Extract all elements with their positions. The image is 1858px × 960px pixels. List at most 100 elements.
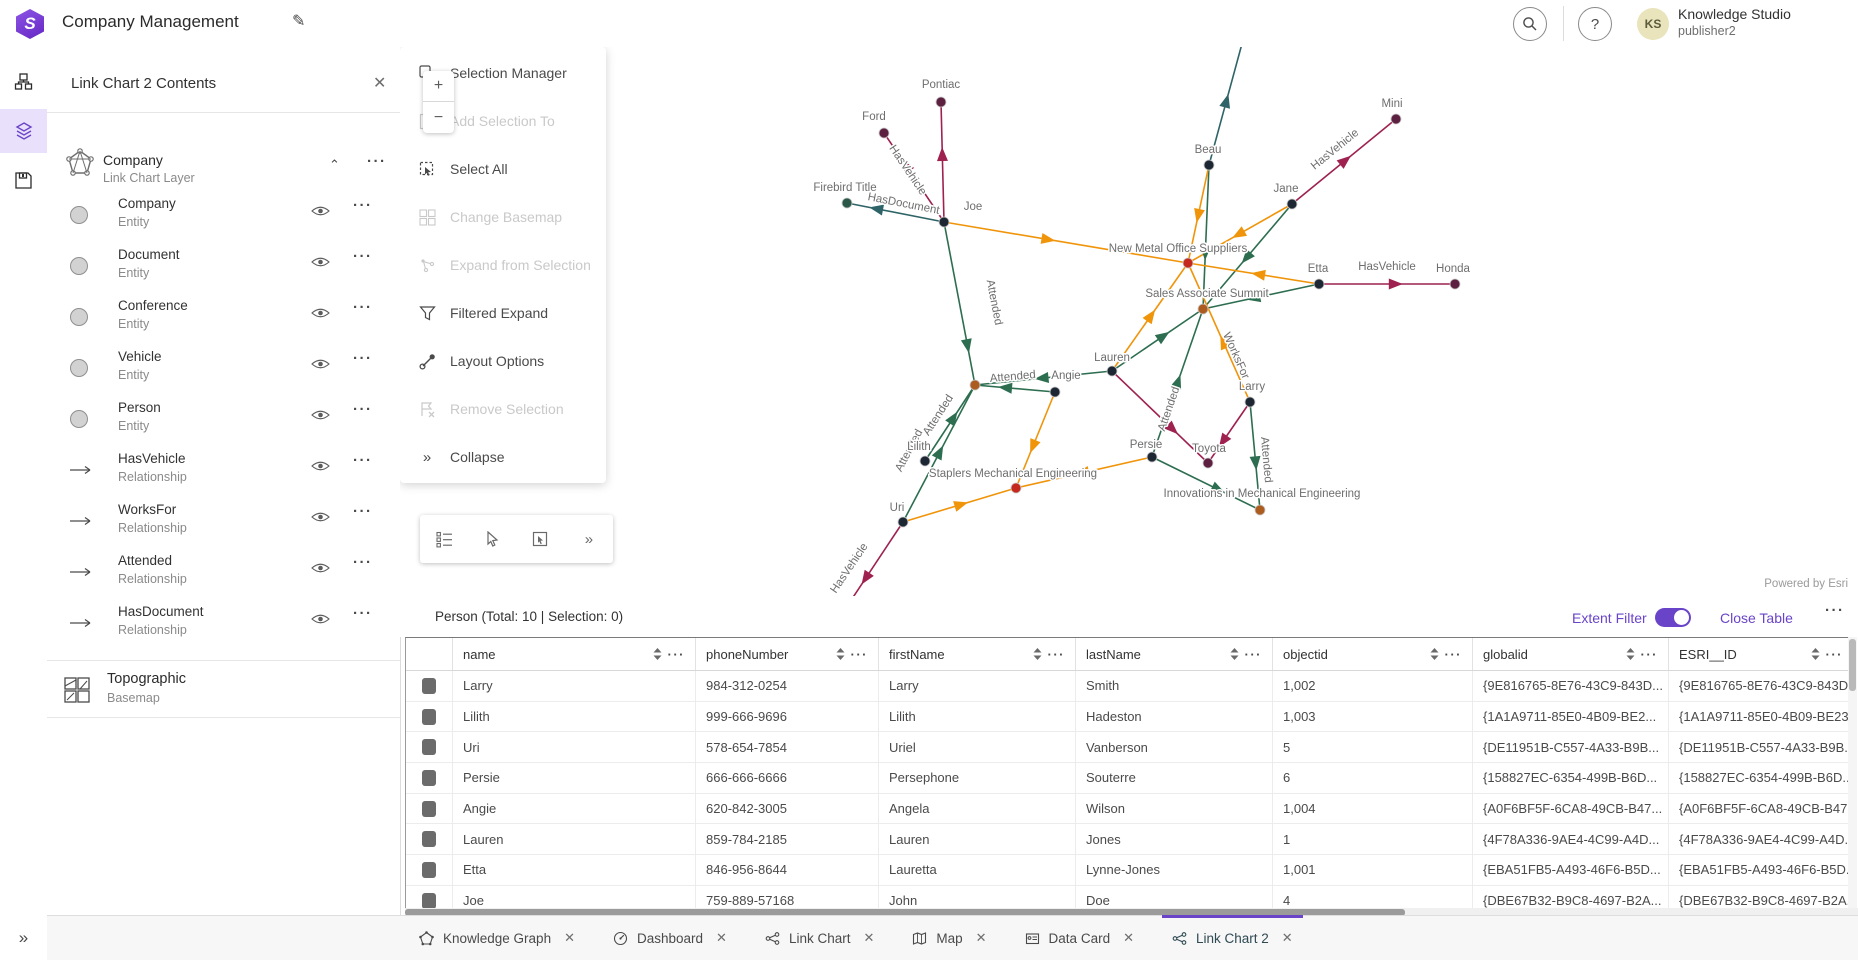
item-options-icon[interactable]: ··· (353, 350, 373, 367)
close-tab-icon[interactable]: ✕ (863, 930, 875, 945)
close-tab-icon[interactable]: ✕ (564, 930, 575, 945)
table-row[interactable]: Lilith 999-666-9696 Lilith Hadeston 1,003 {1A… (406, 701, 1854, 733)
sort-icon[interactable] (1430, 648, 1439, 660)
close-panel-icon[interactable]: ✕ (373, 75, 387, 92)
sort-icon[interactable] (1033, 648, 1042, 660)
tab-knowledge-graph[interactable]: Knowledge Graph ✕ (415, 916, 579, 960)
visibility-eye-icon[interactable] (311, 205, 330, 217)
sidebar-item-hasdocument[interactable]: HasDocument Relationship ··· (47, 596, 400, 647)
column-options-icon[interactable]: ··· (1047, 646, 1065, 662)
visibility-eye-icon[interactable] (311, 511, 330, 523)
column-header-globalid[interactable]: globalid ··· (1473, 638, 1669, 670)
collapse-layer-icon[interactable]: ⌃ (329, 157, 340, 172)
visibility-eye-icon[interactable] (311, 358, 330, 370)
link-chart-canvas[interactable]: HasVehicle HasVehicle HasVehicle HasVehicle… (400, 47, 1858, 596)
table-horizontal-scrollbar[interactable] (405, 908, 1858, 917)
row-checkbox[interactable] (422, 769, 436, 786)
tab-dashboard[interactable]: Dashboard ✕ (609, 916, 731, 960)
column-header-name[interactable]: name ··· (453, 638, 696, 670)
row-checkbox[interactable] (422, 892, 436, 909)
zoom-in-button[interactable]: + (423, 71, 454, 102)
tab-data-card[interactable]: Data Card ✕ (1021, 916, 1138, 960)
table-row[interactable]: Uri 578-654-7854 Uriel Vanberson 5 {DE11951B-… (406, 732, 1854, 764)
item-options-icon[interactable]: ··· (353, 299, 373, 316)
menu-item-layout-options[interactable]: Layout Options (400, 337, 606, 385)
close-tab-icon[interactable]: ✕ (1123, 930, 1134, 945)
sidebar-item-conference[interactable]: Conference Entity ··· (47, 290, 400, 341)
table-vertical-scrollbar[interactable] (1848, 637, 1857, 908)
row-checkbox[interactable] (422, 739, 436, 756)
visibility-eye-icon[interactable] (311, 409, 330, 421)
column-options-icon[interactable]: ··· (1825, 646, 1843, 662)
layer-options-icon[interactable]: ··· (367, 153, 387, 170)
item-options-icon[interactable]: ··· (353, 605, 373, 622)
table-row[interactable]: Etta 846-956-8644 Lauretta Lynne-Jones 1,001… (406, 855, 1854, 886)
sort-icon[interactable] (1811, 648, 1820, 660)
tab-link-chart-2[interactable]: Link Chart 2 ✕ (1168, 916, 1297, 960)
menu-item-collapse[interactable]: » Collapse (400, 433, 606, 481)
select-tool-button[interactable] (526, 524, 556, 554)
legend-button[interactable] (429, 524, 459, 554)
menu-item-select-all[interactable]: Select All (400, 145, 606, 193)
item-options-icon[interactable]: ··· (353, 452, 373, 469)
item-options-icon[interactable]: ··· (353, 248, 373, 265)
tab-map[interactable]: Map ✕ (908, 916, 990, 960)
extent-filter-control[interactable]: Extent Filter (1572, 608, 1691, 627)
search-button[interactable] (1513, 7, 1547, 41)
basemap-row[interactable]: Topographic Basemap (47, 661, 400, 717)
toolbar-expand-button[interactable]: » (584, 530, 594, 548)
column-options-icon[interactable]: ··· (850, 646, 868, 662)
scrollbar-thumb[interactable] (1849, 639, 1856, 691)
item-options-icon[interactable]: ··· (353, 197, 373, 214)
sort-icon[interactable] (1626, 648, 1635, 660)
item-options-icon[interactable]: ··· (353, 503, 373, 520)
pointer-tool-button[interactable] (477, 524, 507, 554)
rail-item-save[interactable] (0, 158, 47, 202)
avatar[interactable]: KS (1637, 8, 1669, 40)
column-options-icon[interactable]: ··· (1244, 646, 1262, 662)
column-options-icon[interactable]: ··· (667, 646, 685, 662)
visibility-eye-icon[interactable] (311, 307, 330, 319)
user-block[interactable]: Knowledge Studio publisher2 (1678, 6, 1791, 39)
table-row[interactable]: Angie 620-842-3005 Angela Wilson 1,004 {A0F6B… (406, 793, 1854, 825)
close-table-button[interactable]: Close Table (1720, 610, 1793, 626)
sidebar-item-vehicle[interactable]: Vehicle Entity ··· (47, 341, 400, 392)
sidebar-item-attended[interactable]: Attended Relationship ··· (47, 545, 400, 596)
sidebar-item-company[interactable]: Company Entity ··· (47, 188, 400, 239)
column-options-icon[interactable]: ··· (1444, 646, 1462, 662)
help-button[interactable]: ? (1578, 7, 1612, 41)
close-tab-icon[interactable]: ✕ (1281, 930, 1293, 945)
rail-collapse-button[interactable]: » (18, 928, 29, 947)
sidebar-item-document[interactable]: Document Entity ··· (47, 239, 400, 290)
column-header-firstName[interactable]: firstName ··· (879, 638, 1076, 670)
sidebar-item-hasvehicle[interactable]: HasVehicle Relationship ··· (47, 443, 400, 494)
link-chart-layer-row[interactable]: Company Link Chart Layer ⌃ ··· (47, 139, 400, 201)
scrollbar-thumb[interactable] (405, 909, 1405, 916)
table-row[interactable]: Larry 984-312-0254 Larry Smith 1,002 {9E81676… (406, 671, 1854, 702)
row-checkbox[interactable] (422, 831, 436, 848)
visibility-eye-icon[interactable] (311, 562, 330, 574)
extent-filter-toggle[interactable] (1654, 608, 1691, 627)
visibility-eye-icon[interactable] (311, 256, 330, 268)
menu-item-filtered-expand[interactable]: Filtered Expand (400, 289, 606, 337)
sidebar-item-worksfor[interactable]: WorksFor Relationship ··· (47, 494, 400, 545)
sort-icon[interactable] (836, 648, 845, 660)
zoom-out-button[interactable]: − (433, 108, 444, 126)
column-header-phoneNumber[interactable]: phoneNumber ··· (696, 638, 879, 670)
tab-link-chart[interactable]: Link Chart ✕ (761, 916, 878, 960)
item-options-icon[interactable]: ··· (353, 401, 373, 418)
rail-item-explore[interactable] (0, 60, 47, 104)
visibility-eye-icon[interactable] (311, 613, 330, 625)
item-options-icon[interactable]: ··· (353, 554, 373, 571)
sort-icon[interactable] (1230, 648, 1239, 660)
visibility-eye-icon[interactable] (311, 460, 330, 472)
row-checkbox[interactable] (422, 861, 436, 878)
column-options-icon[interactable]: ··· (1640, 646, 1658, 662)
column-header-lastName[interactable]: lastName ··· (1076, 638, 1273, 670)
sort-icon[interactable] (653, 648, 662, 660)
close-tab-icon[interactable]: ✕ (975, 930, 987, 945)
sidebar-item-person[interactable]: Person Entity ··· (47, 392, 400, 443)
table-row[interactable]: Persie 666-666-6666 Persephone Souterre 6 {15… (406, 763, 1854, 794)
edit-title-icon[interactable]: ✎ (292, 13, 306, 30)
rail-item-contents[interactable] (0, 109, 47, 153)
